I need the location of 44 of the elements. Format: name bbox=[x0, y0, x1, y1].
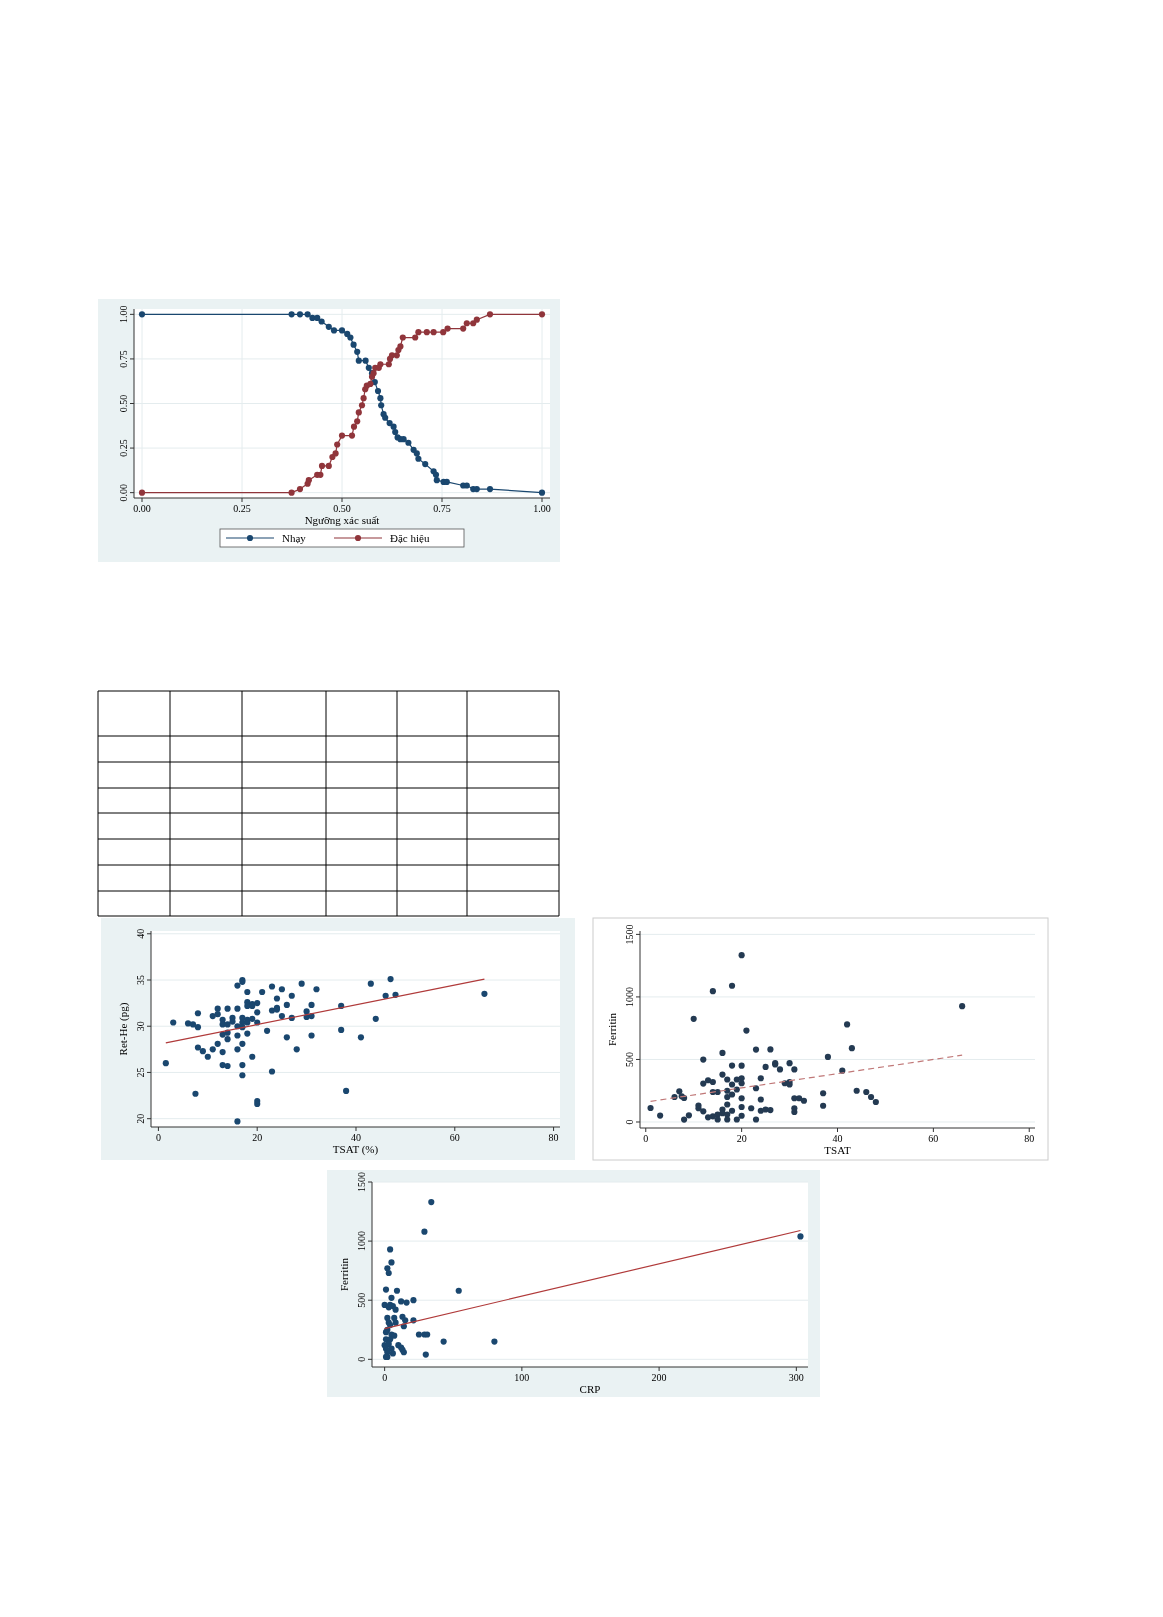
y-tick-label: 35 bbox=[135, 975, 146, 985]
x-axis-title: TSAT bbox=[824, 1144, 851, 1156]
y-tick-label: 20 bbox=[135, 1113, 146, 1124]
x-tick-label: 0 bbox=[155, 1132, 161, 1143]
y-tick-label: 1.00 bbox=[118, 305, 129, 324]
y-tick-label: 25 bbox=[135, 1067, 146, 1078]
legend-label: Đặc hiệu bbox=[390, 532, 430, 544]
x-tick-label: 20 bbox=[252, 1132, 263, 1143]
y-tick-label: 500 bbox=[356, 1292, 367, 1308]
y-tick-label: 0.25 bbox=[118, 439, 129, 457]
legend-label: Nhạy bbox=[282, 532, 307, 544]
x-tick-label: 60 bbox=[928, 1133, 939, 1144]
y-axis-title: Ferritin bbox=[338, 1257, 350, 1291]
x-axis-title: TSAT (%) bbox=[332, 1143, 379, 1156]
x-tick-label: 0.75 bbox=[433, 503, 451, 514]
y-tick-label: 0.00 bbox=[118, 483, 129, 502]
x-axis-title: Ngưỡng xác suất bbox=[304, 514, 380, 526]
y-tick-label: 0.75 bbox=[118, 350, 129, 368]
x-tick-label: 100 bbox=[514, 1372, 530, 1383]
y-tick-label: 1500 bbox=[624, 924, 635, 945]
y-tick-label: 0.50 bbox=[118, 394, 129, 413]
x-tick-label: 0 bbox=[382, 1372, 388, 1383]
x-tick-label: 1.00 bbox=[533, 503, 551, 514]
x-tick-label: 0.50 bbox=[333, 503, 351, 514]
x-tick-label: 80 bbox=[548, 1132, 559, 1143]
x-tick-label: 20 bbox=[736, 1133, 747, 1144]
y-tick-label: 500 bbox=[624, 1051, 635, 1067]
x-tick-label: 300 bbox=[788, 1372, 804, 1383]
x-tick-label: 0.25 bbox=[233, 503, 251, 514]
x-tick-label: 200 bbox=[651, 1372, 667, 1383]
y-tick-label: 1500 bbox=[356, 1172, 367, 1192]
y-tick-label: 0 bbox=[624, 1119, 635, 1125]
x-tick-label: 60 bbox=[449, 1132, 460, 1143]
y-tick-label: 1000 bbox=[356, 1231, 367, 1252]
y-tick-label: 40 bbox=[135, 928, 146, 939]
y-tick-label: 30 bbox=[135, 1021, 146, 1032]
x-tick-label: 40 bbox=[832, 1133, 843, 1144]
y-axis-title: Ret-He (pg) bbox=[117, 1002, 130, 1056]
y-tick-label: 0 bbox=[356, 1356, 367, 1362]
x-tick-label: 80 bbox=[1024, 1133, 1035, 1144]
x-axis-title: CRP bbox=[579, 1383, 601, 1395]
y-axis-title: Ferritin bbox=[606, 1012, 618, 1046]
x-tick-label: 0 bbox=[643, 1133, 649, 1144]
y-tick-label: 1000 bbox=[624, 986, 635, 1007]
